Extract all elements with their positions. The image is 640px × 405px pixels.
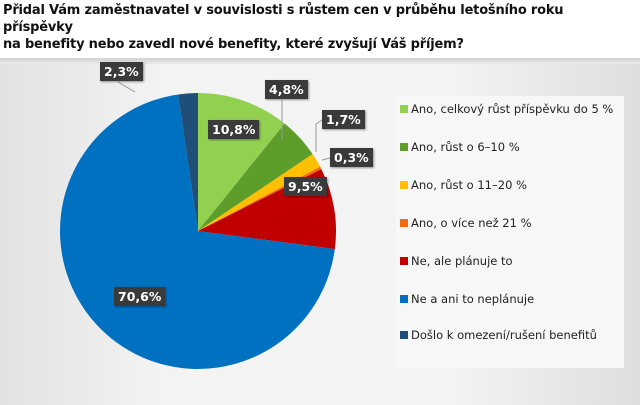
legend-label: Ano, celkový růst příspěvku do 5 % [411, 102, 614, 116]
data-label: 0,3% [330, 148, 373, 167]
data-label: 1,7% [322, 110, 365, 129]
leader-line [315, 119, 323, 152]
legend-swatch [400, 295, 408, 303]
legend-label: Ano, růst o 11–20 % [411, 178, 527, 192]
chart-title: Přidal Vám zaměstnavatel v souvislosti s… [3, 2, 633, 53]
legend-label: Ne, ale plánuje to [411, 254, 513, 268]
legend-swatch [400, 143, 408, 151]
title-line-2: na benefity nebo zavedl nové benefity, k… [3, 37, 464, 52]
legend-item: Ano, růst o 11–20 % [400, 178, 622, 193]
leader-line [117, 81, 136, 93]
legend-swatch [400, 331, 408, 339]
legend-label: Ano, růst o 6–10 % [411, 140, 520, 154]
data-label: 2,3% [100, 62, 143, 81]
data-label: 4,8% [265, 80, 308, 99]
legend-item: Ano, o více než 21 % [400, 216, 622, 231]
legend-swatch [400, 219, 408, 227]
legend-item: Ne a ani to neplánuje [400, 292, 622, 307]
data-label: 9,5% [284, 177, 327, 196]
data-label: 70,6% [114, 287, 166, 306]
pie-slice [198, 154, 321, 231]
pie-slice [178, 93, 198, 231]
legend-label: Ano, o více než 21 % [411, 216, 532, 230]
legend-item: Ano, celkový růst příspěvku do 5 % [400, 102, 622, 117]
title-line-1: Přidal Vám zaměstnavatel v souvislosti s… [3, 3, 564, 35]
legend-item: Došlo k omezení/rušení benefitů [400, 328, 622, 343]
legend-swatch [400, 105, 408, 113]
legend-swatch [400, 257, 408, 265]
data-label: 10,8% [208, 120, 260, 139]
legend-item: Ne, ale plánuje to [400, 254, 622, 269]
legend-item: Ano, růst o 6–10 % [400, 140, 622, 155]
legend-label: Došlo k omezení/rušení benefitů [411, 328, 597, 342]
leader-line [321, 157, 331, 161]
legend-swatch [400, 181, 408, 189]
legend-label: Ne a ani to neplánuje [411, 292, 535, 306]
pie-slice [198, 123, 313, 231]
legend: Ano, celkový růst příspěvku do 5 % Ano, r… [396, 96, 624, 368]
